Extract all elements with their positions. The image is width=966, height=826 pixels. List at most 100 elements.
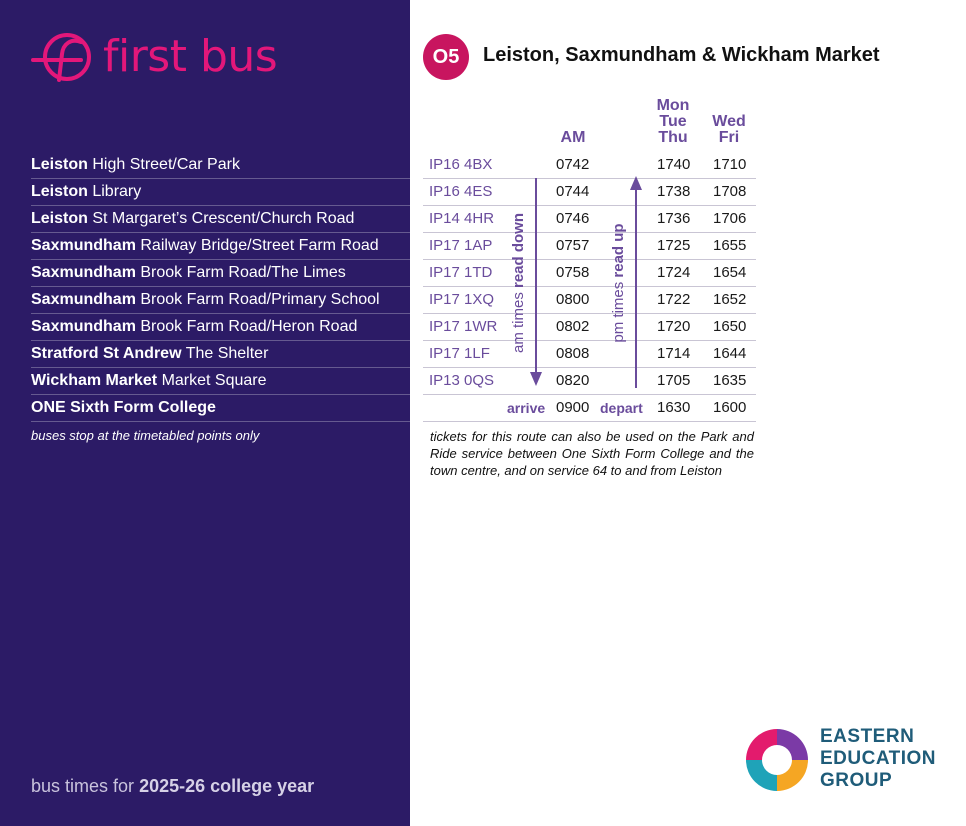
stop-place: Brook Farm Road/The Limes xyxy=(140,264,346,281)
timetable-row: IP17 1XQ 0800 1722 1652 xyxy=(423,287,756,314)
timetable: IP16 4BX 0742 1740 1710 IP16 4ES 0744 1738 1708… xyxy=(423,152,756,422)
timetable-row: IP14 4HR 0746 1736 1706 xyxy=(423,206,756,233)
am-time-cell: 0820 xyxy=(556,372,590,389)
am-time-cell: 0746 xyxy=(556,210,590,227)
timetable-row: IP17 1AP 0757 1725 1655 xyxy=(423,233,756,260)
postcode-cell: IP17 1XQ xyxy=(429,291,495,308)
pm-read-prefix: pm times xyxy=(610,281,627,343)
wed-fri-time-cell: 1644 xyxy=(713,345,747,362)
postcode-cell: IP16 4BX xyxy=(429,156,493,173)
stop-row: Saxmundham Brook Farm Road/Heron Road xyxy=(31,314,410,341)
timetable-row-final: arrive 0900 depart 1630 1600 xyxy=(423,395,756,422)
wed-fri-time-cell: 1652 xyxy=(713,291,747,308)
postcode-cell: IP17 1LF xyxy=(429,345,490,362)
left-panel: first bus Leiston High Street/Car Park Le… xyxy=(0,0,410,826)
stop-place: Brook Farm Road/Heron Road xyxy=(140,318,358,335)
footer: bus times for 2025-26 college year xyxy=(31,776,314,797)
stop-town: Saxmundham xyxy=(31,318,136,335)
stop-row: Saxmundham Railway Bridge/Street Farm Ro… xyxy=(31,233,410,260)
stop-town: Saxmundham xyxy=(31,291,136,308)
am-time-cell: 0757 xyxy=(556,237,590,254)
mon-tue-thu-time-cell: 1714 xyxy=(657,345,691,362)
timetable-row: IP17 1TD 0758 1724 1654 xyxy=(423,260,756,287)
stop-row: Leiston High Street/Car Park xyxy=(31,152,410,179)
timetable-row: IP17 1LF 0808 1714 1644 xyxy=(423,341,756,368)
am-time-cell: 0900 xyxy=(556,399,590,416)
wed-fri-time-cell: 1650 xyxy=(713,318,747,335)
stop-town: Wickham Market xyxy=(31,372,158,389)
footer-prefix: bus times for xyxy=(31,776,135,796)
stop-place: The Shelter xyxy=(185,345,269,362)
postcode-cell: IP14 4HR xyxy=(429,210,495,227)
am-time-cell: 0808 xyxy=(556,345,590,362)
stop-place: St Margaret’s Crescent/Church Road xyxy=(92,210,355,227)
eastern-education-group-logo-icon xyxy=(746,729,808,791)
mon-tue-thu-time-cell: 1722 xyxy=(657,291,691,308)
arrive-label: arrive xyxy=(507,400,546,416)
stop-town: ONE Sixth Form College xyxy=(31,399,216,416)
route-number-badge: O5 xyxy=(423,34,469,80)
pm-read-up-label: pm times read up xyxy=(610,183,630,383)
mon-tue-thu-time-cell: 1724 xyxy=(657,264,691,281)
col-head-day: Wed xyxy=(712,113,746,130)
col-head-day: Fri xyxy=(718,129,740,146)
wed-fri-time-cell: 1710 xyxy=(713,156,747,173)
mon-tue-thu-time-cell: 1725 xyxy=(657,237,691,254)
am-time-cell: 0800 xyxy=(556,291,590,308)
stop-place: Library xyxy=(92,183,142,200)
mon-tue-thu-time-cell: 1738 xyxy=(657,183,691,200)
am-time-cell: 0758 xyxy=(556,264,590,281)
partner-line: GROUP xyxy=(820,770,893,791)
wed-fri-time-cell: 1635 xyxy=(713,372,747,389)
am-time-cell: 0744 xyxy=(556,183,590,200)
timetable-row: IP17 1WR 0802 1720 1650 xyxy=(423,314,756,341)
stop-place: High Street/Car Park xyxy=(92,156,240,173)
mon-tue-thu-time-cell: 1720 xyxy=(657,318,691,335)
timetable-row: IP16 4BX 0742 1740 1710 xyxy=(423,152,756,179)
am-column-header: AM xyxy=(560,129,586,146)
am-read-emphasis: read down xyxy=(510,212,527,288)
mon-tue-thu-time-cell: 1736 xyxy=(657,210,691,227)
stop-row: Saxmundham Brook Farm Road/Primary Schoo… xyxy=(31,287,410,314)
postcode-cell: IP13 0QS xyxy=(429,372,495,389)
brand-name: first bus xyxy=(103,31,278,82)
partner-line: EASTERN xyxy=(820,726,915,747)
stops-note: buses stop at the timetabled points only xyxy=(31,428,260,443)
wed-fri-column-header: Wed Fri xyxy=(706,114,752,146)
col-head-day: Tue xyxy=(659,113,687,130)
postcode-cell: IP17 1WR xyxy=(429,318,498,335)
am-time-cell: 0742 xyxy=(556,156,590,173)
footer-emphasis: 2025-26 college year xyxy=(139,776,315,796)
stop-row-final: ONE Sixth Form College xyxy=(31,395,410,422)
partner-name: EASTERN EDUCATION GROUP xyxy=(820,726,936,792)
col-head-day: Thu xyxy=(658,129,688,146)
stop-town: Saxmundham xyxy=(31,237,136,254)
stop-town: Leiston xyxy=(31,156,88,173)
read-up-arrow-icon xyxy=(630,176,642,388)
partner-line: EDUCATION xyxy=(820,748,937,769)
pm-read-emphasis: read up xyxy=(610,223,627,278)
mon-tue-thu-column-header: Mon Tue Thu xyxy=(650,98,696,146)
route-title: Leiston, Saxmundham & Wickham Market xyxy=(483,44,880,66)
am-read-prefix: am times xyxy=(510,292,527,354)
ticket-note: tickets for this route can also be used … xyxy=(430,429,754,478)
stop-town: Leiston xyxy=(31,183,88,200)
stop-row: Saxmundham Brook Farm Road/The Limes xyxy=(31,260,410,287)
first-bus-f-icon xyxy=(31,33,91,82)
stop-place: Brook Farm Road/Primary School xyxy=(140,291,380,308)
stop-row: Leiston Library xyxy=(31,179,410,206)
read-down-arrow-icon xyxy=(530,178,542,386)
col-head-day: Mon xyxy=(656,97,690,114)
stop-town: Stratford St Andrew xyxy=(31,345,182,362)
mon-tue-thu-time-cell: 1705 xyxy=(657,372,691,389)
wed-fri-time-cell: 1708 xyxy=(713,183,747,200)
postcode-cell: IP17 1AP xyxy=(429,237,493,254)
stop-row: Wickham Market Market Square xyxy=(31,368,410,395)
stop-town: Leiston xyxy=(31,210,88,227)
stop-place: Railway Bridge/Street Farm Road xyxy=(140,237,379,254)
depart-label: depart xyxy=(600,400,643,416)
wed-fri-time-cell: 1655 xyxy=(713,237,747,254)
stop-row: Stratford St Andrew The Shelter xyxy=(31,341,410,368)
stop-list: Leiston High Street/Car Park Leiston Libr… xyxy=(31,152,410,422)
wed-fri-time-cell: 1706 xyxy=(713,210,747,227)
